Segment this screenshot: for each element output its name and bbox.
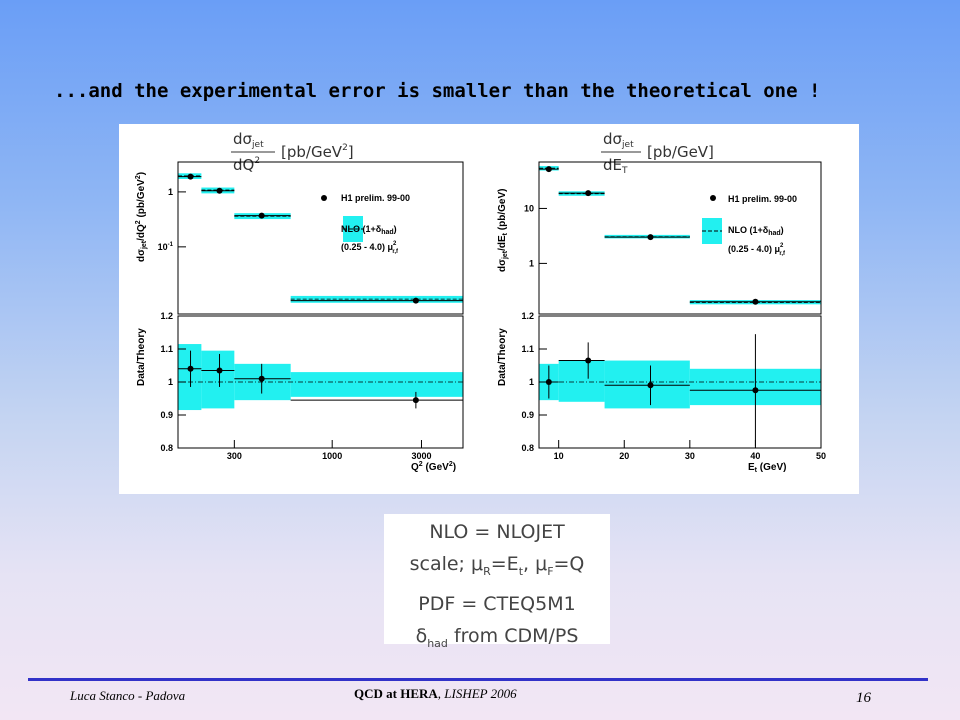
- y-tick-label: 1.2: [160, 311, 173, 321]
- legend-left-scale-label: (0.25 - 4.0) μ2 r,f: [341, 241, 399, 255]
- theory-band: [178, 344, 202, 411]
- y-tick-label: 0.8: [160, 443, 173, 453]
- legend-right-nlo-label: NLO (1+δhad): [728, 225, 784, 237]
- formula-left: dσjet dQ2 [pb/GeV2]: [231, 130, 354, 174]
- theory-band: [290, 372, 463, 397]
- ylabel-bottom-left: Data/Theory: [136, 328, 147, 386]
- legend-right: H1 prelim. 99-00 NLO (1+δhad) (0.25 - 4.…: [702, 194, 797, 257]
- x-tick-label: 20: [619, 451, 629, 461]
- plot-frame: [177, 161, 464, 315]
- y-tick-label: 1: [529, 377, 534, 387]
- legend-right-data-label: H1 prelim. 99-00: [728, 194, 797, 204]
- y-tick-label: 1.1: [521, 344, 534, 354]
- data-point: [258, 212, 265, 219]
- data-point: [187, 365, 194, 372]
- figure-panel: dσjet dQ2 [pb/GeV2] dσjet dET [pb/GeV] d…: [119, 124, 859, 494]
- ylabel-top-right: dσjet/dEt (pb/GeV): [497, 189, 509, 272]
- data-point: [216, 367, 223, 374]
- footer-talk: QCD at HERA, LISHEP 2006: [354, 686, 517, 701]
- legend-right-data-marker: [710, 195, 716, 201]
- panel-top-right: 10 1: [524, 161, 822, 315]
- data-point: [412, 397, 419, 404]
- data-point: [545, 166, 552, 173]
- xlabel-left: Q2 (GeV2): [411, 461, 456, 473]
- plot-canvas: dσjet dQ2 [pb/GeV2] dσjet dET [pb/GeV] d…: [135, 130, 826, 474]
- y-tick-label: 1.1: [160, 344, 173, 354]
- legend-right-scale-label: (0.25 - 4.0) μ2 r,f: [728, 243, 786, 257]
- panel-bottom-left: 0.8 0.9 1 1.1 1.2 300 1000 3000: [160, 311, 464, 461]
- formula-right: dσjet dET [pb/GeV]: [601, 130, 714, 176]
- y-tick-label: 1: [529, 258, 534, 268]
- data-point: [647, 382, 654, 389]
- panel-bottom-right: 0.8 0.9 1 1.1 1.2 10 20 30 40 50: [521, 311, 826, 461]
- y-tick-label: 0.9: [160, 410, 173, 420]
- formula-left-den: dQ2: [233, 156, 260, 174]
- footer-author: Luca Stanco - Padova: [70, 688, 186, 703]
- theory-band: [558, 360, 605, 402]
- y-tick-label: 0.8: [521, 443, 534, 453]
- x-tick-label: 40: [750, 451, 760, 461]
- notes-box: NLO = NLOJET scale; μR=Et, μF=Q PDF = CT…: [384, 514, 610, 650]
- y-tick-label: 10-1: [158, 242, 174, 252]
- formula-right-unit: [pb/GeV]: [647, 143, 714, 161]
- data-point: [585, 357, 592, 364]
- data-point: [216, 187, 223, 194]
- data-point: [647, 234, 654, 241]
- x-tick-label: 30: [685, 451, 695, 461]
- slide-title: ...and the experimental error is smaller…: [54, 80, 821, 102]
- x-tick-label: 10: [554, 451, 564, 461]
- legend-left-nlo-label: NLO (1+δhad): [341, 224, 397, 236]
- ylabel-top-left: dσjet/dQ2 (pb/GeV2): [135, 172, 148, 262]
- theory-band: [201, 350, 235, 409]
- formula-right-den: dET: [603, 156, 628, 176]
- data-point: [258, 375, 265, 382]
- x-tick-label: 3000: [411, 451, 431, 461]
- formula-left-unit: [pb/GeV2]: [281, 143, 354, 161]
- legend-left: H1 prelim. 99-00 NLO (1+δhad) (0.25 - 4.…: [321, 193, 410, 255]
- x-tick-label: 50: [816, 451, 826, 461]
- x-tick-label: 1000: [322, 451, 342, 461]
- ylabel-bottom-right: Data/Theory: [497, 328, 508, 386]
- formula-right-num: dσjet: [603, 130, 634, 150]
- data-point: [412, 297, 419, 304]
- data-point: [752, 298, 759, 305]
- data-point: [585, 190, 592, 197]
- legend-left-data-label: H1 prelim. 99-00: [341, 193, 410, 203]
- plot-frame: [538, 161, 822, 315]
- y-tick-label: 1: [168, 187, 173, 197]
- y-tick-label: 0.9: [521, 410, 534, 420]
- data-point: [752, 387, 759, 394]
- page-number: 16: [856, 690, 871, 706]
- footer-divider: [28, 678, 928, 681]
- y-tick-label: 1: [168, 377, 173, 387]
- x-tick-label: 300: [227, 451, 242, 461]
- data-point: [545, 379, 552, 385]
- note-scale: scale; μR=Et, μF=Q: [409, 553, 585, 578]
- note-hadronization: δhad from CDM/PS: [415, 624, 579, 650]
- legend-left-data-marker: [321, 195, 327, 201]
- data-point: [187, 173, 194, 180]
- y-tick-label: 1.2: [521, 311, 534, 321]
- theory-band: [604, 360, 690, 409]
- y-tick-label: 10: [524, 203, 534, 213]
- formula-left-num: dσjet: [233, 130, 264, 150]
- panel-top-left: 1 10-1: [158, 161, 464, 315]
- note-pdf: PDF = CTEQ5M1: [418, 592, 576, 615]
- note-generator: NLO = NLOJET: [429, 521, 565, 543]
- xlabel-right: Et (GeV): [748, 462, 786, 474]
